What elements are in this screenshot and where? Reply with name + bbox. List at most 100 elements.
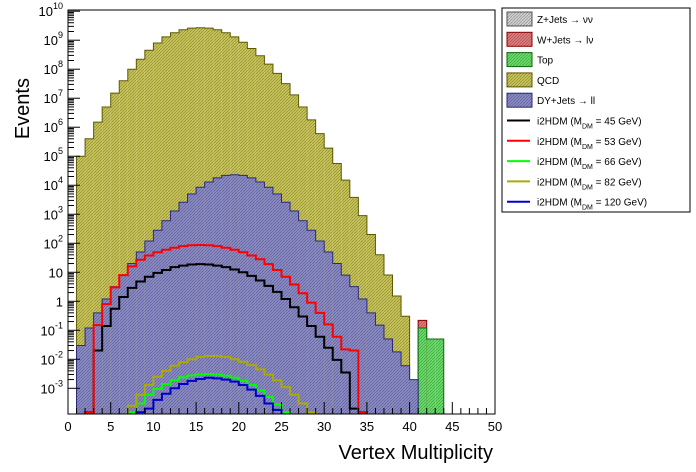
legend-label: i2HDM (MDM = 66 GeV) (537, 157, 642, 171)
bar-hatch-bin-24 (272, 193, 282, 414)
y-tick-label: 103 (44, 204, 63, 222)
legend-swatch-hatch (507, 32, 532, 47)
legend-box (501, 7, 691, 213)
bar-hatch-bin-32 (341, 275, 350, 414)
x-tick-label: 35 (360, 419, 374, 434)
bar-hatch-bin-27 (298, 220, 308, 414)
bar-hatch-bin-39 (401, 365, 410, 414)
x-tick-label: 45 (445, 419, 459, 434)
bar-hatch-bin-3 (93, 312, 103, 414)
bar-hatch-bin-2 (85, 327, 94, 414)
y-tick-label: 10-3 (41, 378, 63, 396)
y-tick-label: 108 (44, 59, 63, 77)
bar-hatch-bin-36 (375, 325, 384, 414)
bar-hatch-bin-28 (307, 230, 316, 414)
bar-hatch-bin-43 (435, 339, 444, 414)
signal-curve-1 (84, 244, 368, 414)
bar-hatch-bin-7 (127, 69, 137, 414)
bar-hatch-bin-15 (196, 187, 205, 414)
bar-hatch-bin-12 (170, 210, 180, 414)
x-tick-label: 15 (189, 419, 203, 434)
signal-curve-0 (84, 263, 368, 414)
y-tick-label: 1 (56, 294, 63, 309)
legend-label: W+Jets → lν (537, 35, 593, 46)
bar-hatch-bin-39 (401, 316, 410, 414)
outline-top (417, 327, 445, 414)
bar-hatch-bin-8 (136, 59, 145, 414)
x-tick-label: 25 (274, 419, 288, 434)
legend-swatch-hatch (507, 52, 532, 67)
bar-hatch-bin-30 (324, 251, 333, 414)
bar-hatch-bin-11 (161, 220, 171, 414)
legend-label: i2HDM (MDM = 82 GeV) (537, 177, 642, 191)
y-tick-label: 109 (44, 30, 63, 48)
x-tick-label: 10 (146, 419, 160, 434)
bar-hatch-bin-42 (426, 339, 436, 414)
bar-hatch-bin-10 (153, 230, 162, 414)
bar-hatch-bin-21 (247, 177, 256, 414)
bar-hatch-bin-1 (76, 156, 86, 414)
bar-hatch-bin-9 (144, 240, 154, 414)
legend: Z+Jets → νν W+Jets → lν Top QCD DY+Jets → ll… (501, 7, 691, 213)
bar-hatch-bin-5 (110, 286, 120, 414)
bar-hatch-bin-33 (349, 286, 359, 414)
signal-curve-3 (126, 354, 317, 414)
legend-swatch-hatch (507, 93, 532, 108)
bar-hatch-bin-41 (418, 327, 427, 414)
bar-hatch-bin-25 (281, 202, 291, 414)
bar-hatch-bin-20 (238, 175, 248, 414)
legend-label: i2HDM (MDM = 53 GeV) (537, 137, 642, 151)
signal-curve-2 (126, 373, 292, 414)
bar-hatch-bin-22 (255, 181, 265, 414)
bar-hatch-bin-3 (93, 122, 103, 414)
y-tick-label: 106 (44, 117, 63, 135)
legend-swatch-hatch (507, 12, 532, 26)
y-tick-label: 102 (44, 233, 63, 251)
bar-hatch-bin-34 (358, 298, 367, 414)
bar-hatch-bin-29 (315, 240, 325, 414)
bar-hatch-bin-7 (127, 263, 137, 414)
x-tick-label: 40 (402, 419, 416, 434)
bar-hatch-bin-6 (119, 80, 128, 414)
legend-label: Top (537, 56, 554, 67)
bar-hatch-bin-31 (332, 263, 342, 414)
y-tick-label: 1010 (39, 1, 63, 19)
bar-hatch-bin-35 (366, 312, 376, 414)
bar-hatch-bin-13 (179, 202, 188, 414)
x-axis-title: Vertex Multiplicity (339, 442, 494, 464)
y-tick-label: 105 (44, 146, 63, 164)
bar-hatch-bin-2 (85, 138, 94, 414)
bar-hatch-bin-10 (153, 43, 162, 414)
y-axis-title: Events (12, 78, 34, 139)
outline-qcd (76, 27, 411, 414)
bar-hatch-bin-9 (144, 50, 154, 414)
x-tick-label: 20 (232, 419, 246, 434)
bar-hatch-bin-23 (264, 187, 273, 414)
bar-hatch-bin-6 (119, 275, 128, 414)
bar-hatch-bin-8 (136, 251, 145, 414)
bar-hatch-bin-17 (213, 177, 222, 414)
bar-hatch-bin-19 (230, 174, 239, 414)
bar-hatch-bin-26 (290, 210, 299, 414)
x-tick-label: 0 (64, 419, 71, 434)
y-tick-label: 104 (44, 175, 63, 193)
background-stack (76, 27, 445, 414)
legend-label: i2HDM (MDM = 120 GeV) (537, 198, 647, 212)
bar-hatch-bin-1 (76, 345, 86, 414)
y-tick-label: 107 (44, 88, 63, 106)
bar-hatch-bin-38 (392, 351, 402, 414)
bar-hatch-bin-40 (409, 379, 419, 414)
y-tick-label: 10-1 (41, 320, 63, 338)
axes: 0 5 10 15 20 25 30 35 40 45 50 10-3 10-2 10-1 1 10 102 10… (39, 1, 503, 434)
legend-label: DY+Jets → ll (537, 96, 595, 107)
bar-hatch-bin-37 (383, 339, 393, 414)
bar-hatch-bin-4 (102, 298, 111, 414)
bar-hatch-bin-5 (110, 93, 120, 414)
legend-swatch-hatch (507, 72, 532, 87)
x-tick-label: 30 (317, 419, 331, 434)
legend-label: QCD (537, 76, 559, 87)
bar-hatch-bin-16 (204, 181, 214, 414)
legend-label: i2HDM (MDM = 45 GeV) (537, 117, 642, 131)
x-tick-label: 50 (488, 419, 502, 434)
